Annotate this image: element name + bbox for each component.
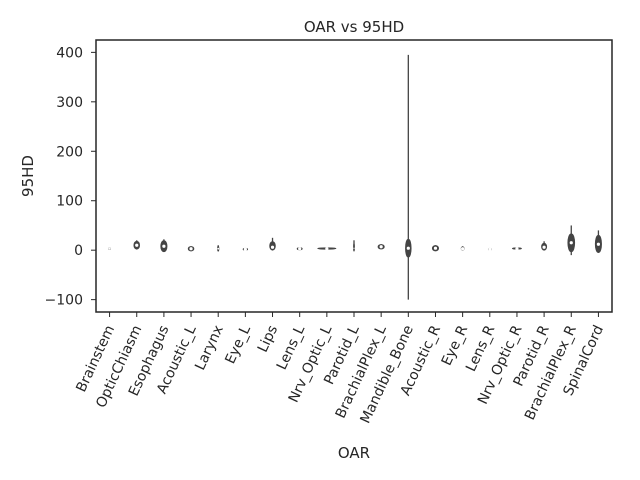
violin-median <box>461 247 465 251</box>
violin-BrachialPlex_L <box>377 244 385 250</box>
violin-median <box>162 244 166 248</box>
violin-SpinalCord <box>594 230 602 254</box>
violin-median <box>298 247 302 251</box>
violin-Parotid_R <box>541 241 548 251</box>
y-tick-label: −100 <box>45 293 83 309</box>
y-tick-label: 100 <box>56 194 83 210</box>
violin-Esophagus <box>160 239 168 253</box>
violin-Acoustic_L <box>187 246 195 252</box>
y-tick-label: 300 <box>56 95 83 111</box>
violin-Lips <box>269 237 276 251</box>
violin-Acoustic_R <box>431 245 440 252</box>
x-axis-ticks: BrainstemOpticChiasmEsophagusAcoustic_LL… <box>73 312 607 426</box>
violin-median <box>569 241 573 245</box>
violin-median <box>379 245 383 249</box>
violin-median <box>596 242 601 246</box>
violin-Nrv_Optic_R <box>511 247 522 251</box>
violin-median <box>353 247 355 249</box>
y-tick-label: 400 <box>56 45 83 61</box>
x-tick-label: Eye_L <box>222 323 254 367</box>
y-tick-label: 0 <box>74 243 83 259</box>
violin-body <box>353 242 355 252</box>
y-tick-label: 200 <box>56 144 83 160</box>
violins-group <box>108 54 602 300</box>
plot-frame <box>95 39 613 313</box>
violin-median <box>270 245 275 249</box>
violin-median <box>243 247 247 251</box>
y-axis-ticks: −100 0 100 200 300 400 <box>45 45 96 309</box>
y-axis-title: 95HD <box>19 155 37 197</box>
violin-Parotid_L <box>353 240 355 252</box>
violin-median <box>217 247 220 250</box>
violin-median <box>189 247 193 251</box>
violin-median <box>406 246 410 250</box>
violin-Eye_R <box>460 246 465 251</box>
violin-Mandible_Bone <box>405 54 412 300</box>
violin-median <box>542 245 546 249</box>
violin-median <box>108 247 111 250</box>
violin-Eye_L <box>242 247 249 251</box>
violin-median <box>488 247 492 251</box>
violin-Brainstem <box>108 247 111 250</box>
violin-OpticChiasm <box>133 240 140 250</box>
x-tick-label: Lips <box>255 323 281 355</box>
violin-median <box>433 246 438 250</box>
violin-median <box>325 247 329 251</box>
violin-BrachialPlex_R <box>567 225 576 256</box>
violin-median <box>515 247 519 251</box>
violin-Lens_L <box>296 247 303 251</box>
chart-title: OAR vs 95HD <box>304 18 404 36</box>
x-axis-title: OAR <box>338 444 370 462</box>
violin-median <box>135 243 139 247</box>
violin-Nrv_Optic_L <box>317 247 337 251</box>
violin-Larynx <box>217 245 220 252</box>
violin-Lens_R <box>487 247 492 251</box>
